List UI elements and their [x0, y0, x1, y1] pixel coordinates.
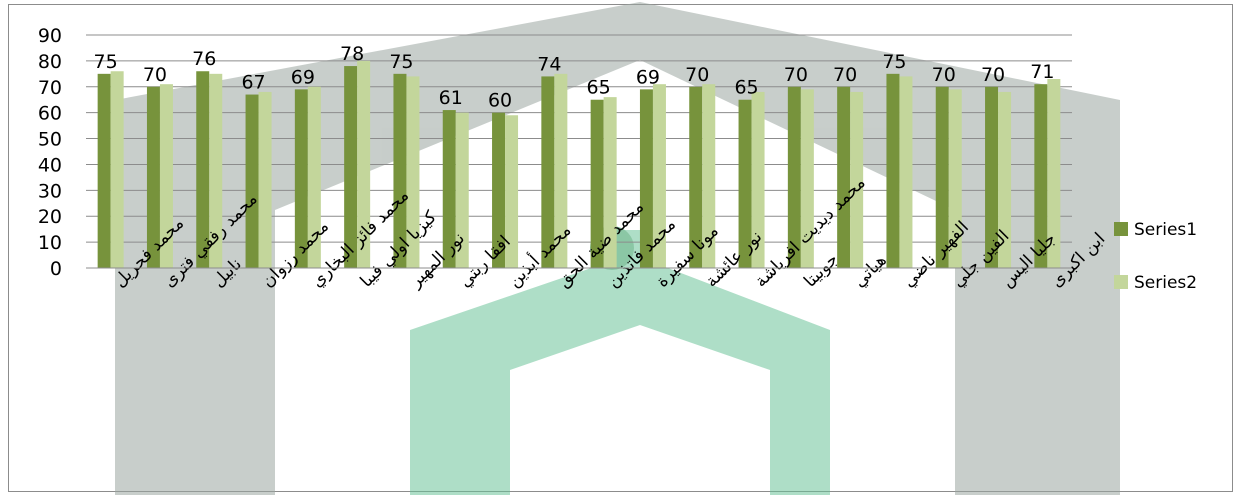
bar-series2 — [702, 84, 716, 268]
data-label: 65 — [734, 77, 758, 99]
y-tick-label: 40 — [38, 154, 62, 176]
data-label: 74 — [537, 53, 561, 75]
bar-series2 — [209, 73, 223, 268]
bar-series1 — [886, 73, 900, 268]
bar-series2 — [1047, 79, 1061, 268]
bar-series1 — [492, 112, 506, 269]
data-label: 61 — [439, 87, 463, 109]
data-label: 70 — [932, 64, 956, 86]
y-tick-label: 60 — [38, 103, 62, 125]
bars — [97, 60, 1061, 269]
bar-series1 — [1034, 84, 1048, 268]
data-label: 67 — [241, 72, 265, 94]
data-label: 70 — [981, 64, 1005, 86]
bar-series1 — [97, 73, 111, 268]
legend-label: Series2 — [1134, 273, 1197, 293]
bar-series2 — [751, 91, 765, 268]
y-axis-ticks: 0 10 20 30 40 50 60 70 80 90 — [38, 25, 62, 280]
bar-series1 — [985, 86, 999, 269]
bar-series1 — [196, 71, 210, 268]
bar-series1 — [935, 86, 949, 269]
data-label: 65 — [587, 77, 611, 99]
bar-series2 — [850, 91, 864, 268]
legend-swatch — [1114, 222, 1128, 236]
bar-series2 — [455, 112, 469, 269]
bar-series2 — [258, 91, 272, 268]
bar-series2 — [307, 86, 321, 269]
data-label: 70 — [833, 64, 857, 86]
y-tick-label: 0 — [50, 258, 62, 280]
data-label: 75 — [882, 51, 906, 73]
bar-series2 — [159, 84, 173, 268]
data-label: 75 — [94, 51, 118, 73]
legend: Series1 Series2 — [1114, 220, 1197, 293]
bar-series2 — [800, 89, 814, 268]
data-label: 75 — [389, 51, 413, 73]
bar-series1 — [294, 89, 308, 268]
data-label: 69 — [636, 66, 660, 88]
data-label: 69 — [291, 66, 315, 88]
bar-series1 — [245, 94, 259, 269]
y-tick-label: 20 — [38, 206, 62, 228]
data-label: 71 — [1030, 61, 1054, 83]
bar-series2 — [652, 84, 666, 268]
bar-series1 — [738, 99, 752, 268]
y-tick-label: 10 — [38, 232, 62, 254]
bar-series1 — [146, 86, 160, 269]
y-tick-label: 80 — [38, 51, 62, 73]
data-label: 76 — [192, 48, 216, 70]
bar-series1 — [590, 99, 604, 268]
bar-series2 — [505, 115, 519, 268]
bar-series2 — [948, 89, 962, 268]
data-label: 70 — [143, 64, 167, 86]
bar-series2 — [357, 60, 371, 269]
legend-label: Series1 — [1134, 220, 1197, 240]
bar-series2 — [899, 76, 913, 268]
bar-series2 — [406, 76, 420, 268]
y-tick-label: 50 — [38, 129, 62, 151]
bar-series2 — [110, 71, 124, 268]
bar-series1 — [689, 86, 703, 269]
bar-series1 — [837, 86, 851, 269]
data-label: 70 — [784, 64, 808, 86]
bar-series2 — [603, 97, 617, 268]
bar-series2 — [554, 73, 568, 268]
data-label: 78 — [340, 43, 364, 65]
y-tick-label: 70 — [38, 77, 62, 99]
bar-series1 — [639, 89, 653, 268]
y-tick-label: 90 — [38, 25, 62, 47]
bar-series1 — [541, 76, 555, 268]
legend-swatch — [1114, 275, 1128, 289]
bar-series1 — [344, 66, 358, 268]
y-tick-label: 30 — [38, 180, 62, 202]
bar-series1 — [442, 110, 456, 268]
bar-series2 — [998, 91, 1012, 268]
bar-series1 — [393, 73, 407, 268]
data-labels: 75 70 76 67 69 78 75 61 60 74 65 69 70 65 70 70 75 70 70 71 — [94, 43, 1055, 112]
data-label: 70 — [685, 64, 709, 86]
bar-series1 — [787, 86, 801, 269]
data-label: 60 — [488, 90, 512, 112]
